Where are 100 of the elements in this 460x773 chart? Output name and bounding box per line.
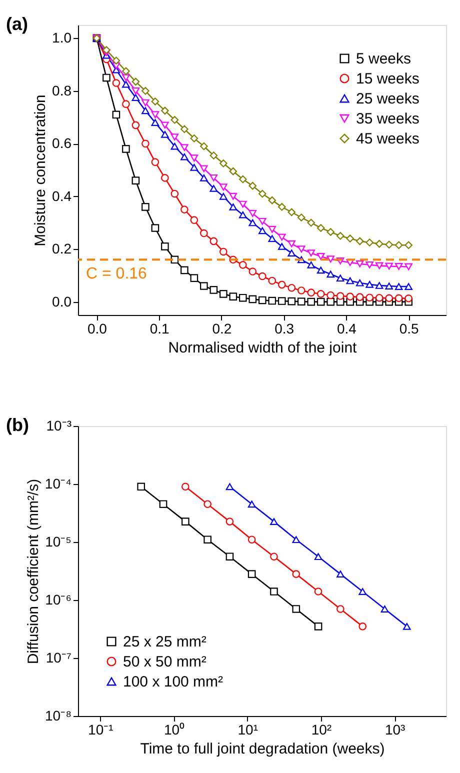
point (268, 235, 276, 242)
point (268, 226, 276, 233)
point (112, 79, 120, 87)
legend-label: 35 weeks (356, 110, 420, 128)
point (366, 280, 374, 288)
point (248, 210, 257, 217)
legend-label: 5 weeks (356, 50, 412, 68)
point (268, 196, 276, 204)
y-tick-label: 0.8 (52, 82, 72, 98)
point (229, 167, 238, 176)
point (132, 121, 140, 130)
point (297, 298, 306, 306)
point (238, 200, 247, 208)
x-tick-label: 10¹ (238, 722, 258, 738)
y-axis-title: Moisture concentration (32, 94, 50, 246)
point (190, 134, 198, 142)
point (385, 262, 393, 270)
point (132, 94, 140, 101)
point (278, 280, 286, 289)
point (394, 241, 403, 250)
point (210, 237, 218, 246)
point (190, 274, 198, 282)
point (200, 229, 208, 238)
point (268, 296, 276, 305)
point (366, 261, 374, 268)
point (394, 283, 403, 290)
point (200, 174, 208, 182)
point (238, 175, 247, 184)
point (170, 116, 179, 124)
point (248, 295, 257, 304)
point (220, 192, 228, 200)
point (151, 224, 160, 232)
point (102, 46, 110, 54)
chart-title: (a) (6, 14, 28, 34)
x-tick-label: 10³ (384, 722, 406, 738)
point (385, 282, 393, 290)
point (346, 234, 354, 242)
y-tick-label: 10⁻⁶ (45, 592, 72, 608)
point (297, 214, 306, 222)
y-tick-label: 10⁻⁵ (45, 534, 72, 550)
legend-label: 25 weeks (356, 90, 420, 108)
point (142, 99, 150, 106)
point (356, 293, 364, 301)
y-axis-title: Diffusion coefficient (mm²/s) (24, 478, 42, 664)
point (316, 290, 325, 298)
point (151, 111, 160, 118)
point (258, 218, 266, 225)
y-tick-label: 10⁻⁴ (44, 476, 72, 492)
legend-label: 50 x 50 mm² (123, 654, 206, 670)
point (346, 277, 354, 284)
point (268, 276, 276, 285)
point (200, 282, 208, 290)
point (170, 134, 179, 140)
point (375, 240, 384, 248)
point (307, 218, 316, 227)
point (258, 227, 266, 234)
point (161, 242, 169, 250)
point (229, 192, 238, 200)
point (375, 262, 384, 270)
point (336, 292, 344, 300)
point (142, 87, 150, 95)
point (248, 182, 257, 190)
point (316, 298, 325, 306)
point (151, 119, 160, 126)
point (238, 211, 247, 218)
point (180, 144, 188, 152)
y-tick-label: 0.4 (52, 188, 72, 204)
point (180, 153, 188, 160)
point (288, 250, 296, 256)
point (297, 246, 306, 253)
point (132, 87, 140, 94)
point (297, 286, 306, 294)
point (102, 74, 110, 82)
point (336, 274, 344, 282)
point (375, 294, 384, 302)
point (220, 160, 228, 168)
point (356, 260, 364, 268)
point (210, 174, 218, 182)
point (394, 294, 403, 302)
y-tick-label: 0.6 (52, 135, 72, 152)
point (278, 203, 286, 211)
point (122, 74, 130, 82)
point (258, 190, 266, 198)
point (356, 279, 364, 286)
point (170, 190, 179, 198)
point (394, 263, 403, 270)
point (288, 284, 296, 292)
point (190, 154, 198, 162)
point (190, 216, 198, 224)
point (238, 294, 247, 302)
point (142, 107, 150, 114)
point (385, 294, 393, 302)
point (142, 140, 150, 148)
point (229, 203, 238, 210)
point (170, 142, 179, 150)
y-tick-label: 0.2 (52, 240, 72, 257)
point (122, 100, 130, 108)
point (112, 56, 120, 64)
x-tick-label: 0.5 (399, 320, 420, 336)
point (404, 283, 412, 290)
